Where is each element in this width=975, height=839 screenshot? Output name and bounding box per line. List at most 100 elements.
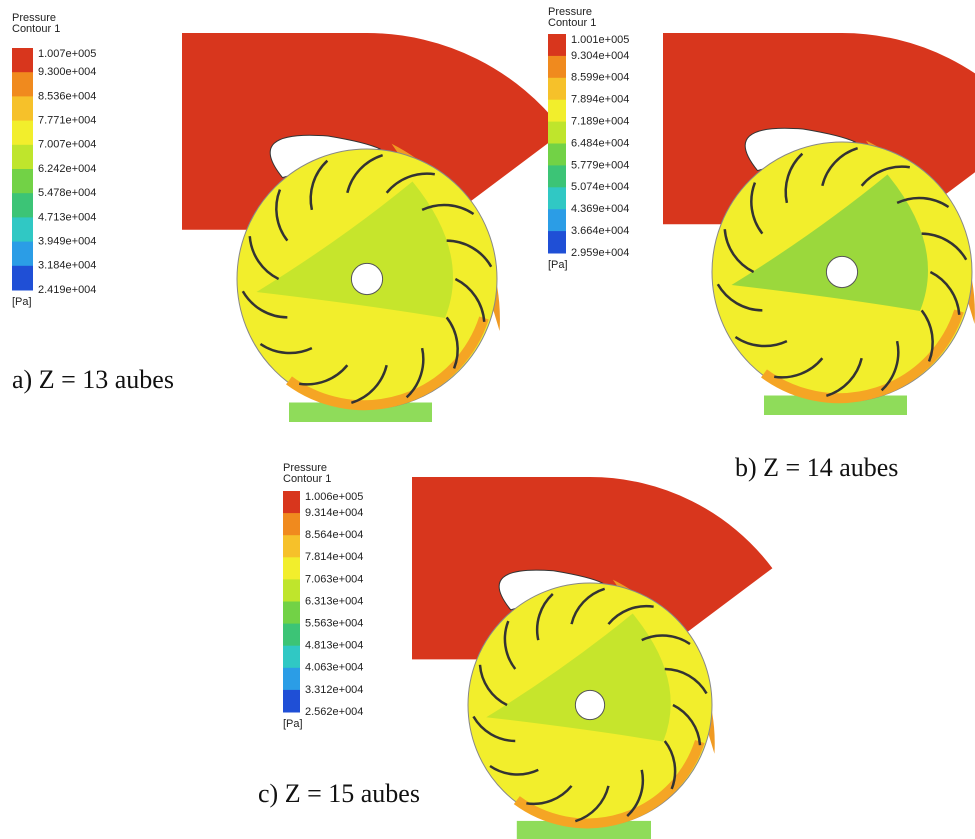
blade [626,769,645,817]
color-band [12,96,33,122]
impeller-rim [513,740,705,829]
color-band [12,217,33,243]
color-band [12,241,33,267]
legend-label: 3.949e+004 [38,236,96,248]
legend-title: Pressure [283,462,327,474]
legend-label: 5.478e+004 [38,187,96,199]
blade [734,335,788,348]
color-band [548,231,566,254]
blade [750,182,764,235]
legend-subtitle: Contour 1 [283,473,331,485]
impeller-zone [256,181,453,318]
impeller-zone [486,613,671,742]
blade [821,146,859,187]
caption: a) Z = 13 aubes [12,365,174,394]
legend-label: 7.007e+004 [38,139,96,151]
blade [921,232,968,261]
blade [472,715,516,743]
legend-label: 4.369e+004 [571,203,629,215]
color-band [548,209,566,232]
color-band [548,99,566,123]
legend-label: 7.063e+004 [305,573,363,585]
legend-label: 9.314e+004 [305,507,363,519]
blade [535,593,554,641]
blade [663,740,677,790]
legend-label: 4.813e+004 [305,640,363,652]
hub [350,262,384,296]
blade [454,277,486,322]
legend-label: 6.484e+004 [571,137,629,149]
blade [880,340,900,392]
color-band [283,645,300,669]
blade [385,172,435,194]
legend-label: 2.959e+004 [571,247,629,259]
outlet-foot [764,395,907,415]
blade [607,604,654,625]
blade [723,229,755,274]
legend-label: 5.563e+004 [305,618,363,630]
blade [275,189,289,242]
legend-title: Pressure [12,12,56,24]
blade [672,703,702,746]
blade [445,316,459,369]
color-band [283,513,300,536]
legend-label: 5.074e+004 [571,181,629,193]
blade [920,309,934,362]
impeller-zone [731,174,928,311]
legend-label: 9.304e+004 [571,50,629,62]
legend-label: 6.313e+004 [305,595,363,607]
legend-unit: [Pa] [283,718,303,730]
color-band [283,689,300,713]
color-band [548,143,566,166]
blade [299,364,349,386]
color-band [283,601,300,625]
blade [860,165,910,187]
legend-label: 4.713e+004 [38,211,96,223]
color-band [12,144,33,170]
blade [929,270,961,315]
legend-label: 8.536e+004 [38,90,96,102]
legend-label: 9.300e+004 [38,66,96,78]
outlet-foot [516,820,651,839]
caption: b) Z = 14 aubes [735,453,898,482]
outlet-foot [289,402,432,422]
blade [664,667,708,695]
legend-subtitle: Contour 1 [548,17,596,29]
legend-label: 3.312e+004 [305,684,363,696]
blade [405,347,425,399]
color-band [283,557,300,580]
legend-label: 7.771e+004 [38,115,96,127]
color-band [283,535,300,558]
color-band [283,579,300,602]
color-band [12,72,33,97]
caption: c) Z = 15 aubes [258,779,420,808]
legend-label: 8.564e+004 [305,529,363,541]
blade [503,620,517,670]
color-band [12,193,33,218]
legend-label: 7.814e+004 [305,551,363,563]
legend-label: 6.242e+004 [38,163,96,175]
legend-label: 1.001e+005 [571,34,629,46]
legend-unit: [Pa] [12,296,32,308]
impeller-rim [761,309,964,404]
hub [574,689,606,721]
legend-label: 5.779e+004 [571,159,629,171]
impeller-rim [286,316,489,411]
blade [574,785,610,823]
legend-subtitle: Contour 1 [12,23,60,35]
blade [346,153,384,194]
legend-title: Pressure [548,6,592,18]
legend-label: 4.063e+004 [305,662,363,674]
legend-label: 8.599e+004 [571,72,629,84]
legend-label: 7.189e+004 [571,116,629,128]
color-band [12,120,33,146]
blade [716,283,763,312]
blade [478,664,508,707]
color-band [12,265,33,291]
color-band [548,121,566,144]
legend-label: 7.894e+004 [571,94,629,106]
blade [570,587,606,625]
color-band [548,34,566,57]
legend-label: 2.562e+004 [305,706,363,718]
